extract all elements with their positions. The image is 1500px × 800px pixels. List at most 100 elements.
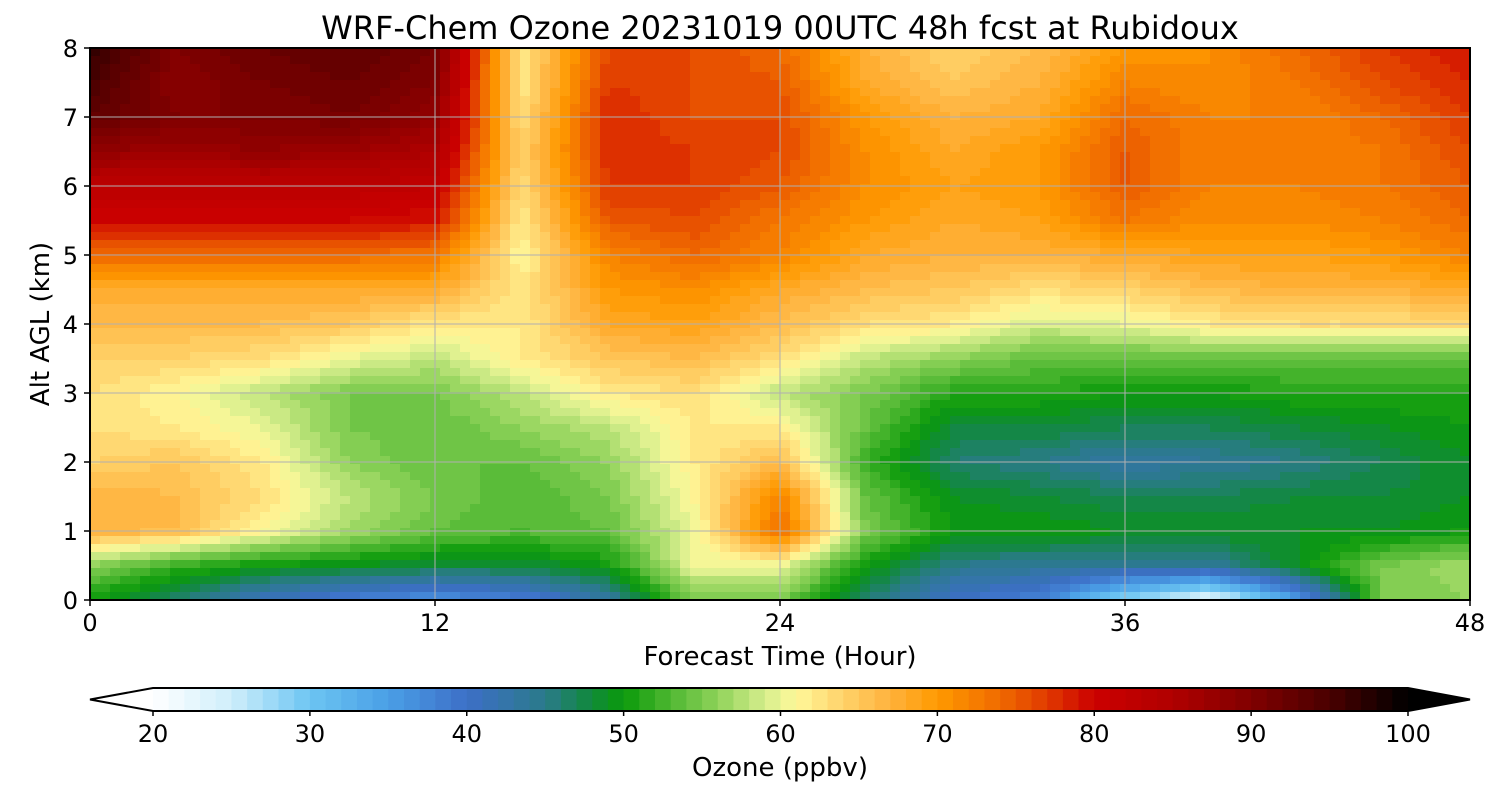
heatmap-cell: [150, 176, 161, 185]
heatmap-cell: [290, 88, 301, 97]
heatmap-cell: [1170, 176, 1181, 185]
heatmap-cell: [1410, 248, 1421, 257]
heatmap-cell: [1330, 288, 1341, 297]
heatmap-cell: [880, 200, 891, 209]
heatmap-cell: [1160, 224, 1171, 233]
heatmap-cell: [450, 232, 461, 241]
heatmap-cell: [840, 232, 851, 241]
heatmap-cell: [1390, 64, 1401, 73]
heatmap-cell: [1010, 264, 1021, 273]
heatmap-cell: [440, 248, 451, 257]
heatmap-cell: [540, 120, 551, 129]
heatmap-cell: [1360, 104, 1371, 113]
heatmap-cell: [160, 232, 171, 241]
heatmap-cell: [980, 144, 991, 153]
heatmap-cell: [790, 176, 801, 185]
heatmap-cell: [750, 104, 761, 113]
heatmap-cell: [550, 288, 561, 297]
heatmap-cell: [440, 200, 451, 209]
heatmap-cell: [1380, 312, 1391, 321]
heatmap-cell: [250, 264, 261, 273]
heatmap-cell: [400, 104, 411, 113]
heatmap-cell: [470, 48, 481, 57]
heatmap-cell: [1420, 224, 1431, 233]
heatmap-cell: [1080, 208, 1091, 217]
heatmap-cell: [1140, 112, 1151, 121]
heatmap-cell: [640, 200, 651, 209]
heatmap-cell: [560, 216, 571, 225]
heatmap-cell: [190, 328, 201, 337]
heatmap-cell: [620, 72, 631, 81]
heatmap-cell: [1460, 96, 1470, 105]
heatmap-cell: [920, 96, 931, 105]
heatmap-cell: [360, 136, 371, 145]
heatmap-cell: [470, 72, 481, 81]
heatmap-cell: [1170, 80, 1181, 89]
heatmap-cell: [330, 216, 341, 225]
heatmap-cell: [660, 128, 671, 137]
heatmap-cell: [1280, 48, 1291, 57]
heatmap-cell: [1400, 96, 1411, 105]
heatmap-cell: [600, 176, 611, 185]
heatmap-cell: [1020, 256, 1031, 265]
heatmap-cell: [1110, 72, 1121, 81]
heatmap-cell: [520, 120, 531, 129]
heatmap-cell: [440, 184, 451, 193]
heatmap-cell: [600, 144, 611, 153]
heatmap-cell: [200, 208, 211, 217]
heatmap-cell: [1110, 264, 1121, 273]
heatmap-cell: [240, 264, 251, 273]
heatmap-cell: [500, 136, 511, 145]
heatmap-cell: [780, 88, 791, 97]
heatmap-cell: [690, 80, 701, 89]
heatmap-cell: [340, 152, 351, 161]
heatmap-cell: [1390, 80, 1401, 89]
heatmap-cell: [1340, 328, 1351, 337]
heatmap-cell: [640, 264, 651, 273]
heatmap-cell: [660, 224, 671, 233]
heatmap-cell: [740, 64, 751, 73]
heatmap-cell: [790, 328, 801, 337]
heatmap-cell: [990, 48, 1001, 57]
heatmap-cell: [630, 296, 641, 305]
heatmap-cell: [600, 160, 611, 169]
heatmap-cell: [610, 232, 621, 241]
heatmap-cell: [810, 96, 821, 105]
heatmap-cell: [1420, 256, 1431, 265]
heatmap-cell: [880, 144, 891, 153]
heatmap-cell: [690, 112, 701, 121]
heatmap-cell: [770, 264, 781, 273]
heatmap-cell: [1150, 224, 1161, 233]
heatmap-cell: [260, 192, 271, 201]
heatmap-cell: [1210, 120, 1221, 129]
heatmap-cell: [280, 248, 291, 257]
heatmap-cell: [810, 64, 821, 73]
heatmap-cell: [1420, 192, 1431, 201]
heatmap-cell: [680, 80, 691, 89]
heatmap-cell: [470, 288, 481, 297]
heatmap-cell: [610, 48, 621, 57]
heatmap-cell: [670, 152, 681, 161]
heatmap-cell: [570, 80, 581, 89]
heatmap-cell: [840, 160, 851, 169]
heatmap-cell: [890, 280, 901, 289]
heatmap-cell: [250, 312, 261, 321]
heatmap-cell: [490, 64, 501, 73]
heatmap-cell: [1400, 192, 1411, 201]
heatmap-cell: [1390, 72, 1401, 81]
heatmap-cell: [1310, 200, 1321, 209]
heatmap-cell: [1340, 208, 1351, 217]
heatmap-cell: [310, 232, 321, 241]
heatmap-cell: [1060, 200, 1071, 209]
heatmap-cell: [450, 144, 461, 153]
heatmap-cell: [750, 200, 761, 209]
heatmap-cell: [1350, 328, 1361, 337]
heatmap-cell: [1390, 136, 1401, 145]
heatmap-cell: [1170, 248, 1181, 257]
heatmap-cell: [790, 232, 801, 241]
heatmap-cell: [420, 248, 431, 257]
heatmap-cell: [900, 120, 911, 129]
heatmap-cell: [1230, 280, 1241, 289]
heatmap-cell: [1460, 192, 1470, 201]
heatmap-cell: [680, 72, 691, 81]
